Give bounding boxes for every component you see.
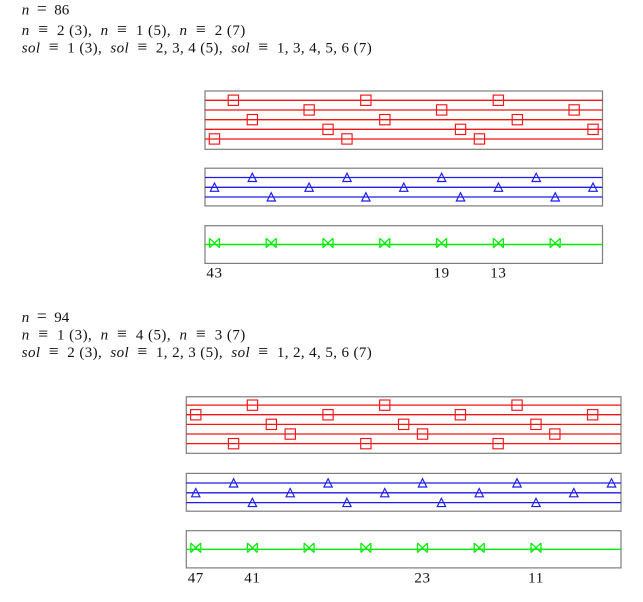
svg-text:11: 11 (528, 570, 544, 586)
svg-text:sol ≡ 1 (3), sol ≡ 2, 3,: sol ≡ 1 (3), sol ≡ 2, 3, 4 (5), sol ≡ 1,… (22, 36, 372, 56)
svg-text:n = 86: n = 86 (22, 0, 70, 19)
svg-text:43: 43 (206, 266, 222, 282)
svg-text:41: 41 (244, 570, 260, 586)
svg-text:47: 47 (188, 570, 204, 586)
svg-text:n = 94: n = 94 (22, 306, 70, 326)
svg-text:n ≡ 1 (3), n ≡ 4 (5), n: n ≡ 1 (3), n ≡ 4 (5), n ≡ 3 (7) (22, 323, 246, 343)
svg-text:sol ≡ 2 (3), sol ≡ 1, 2,: sol ≡ 2 (3), sol ≡ 1, 2, 3 (5), sol ≡ 1,… (22, 341, 372, 361)
svg-text:23: 23 (414, 570, 430, 586)
svg-text:19: 19 (433, 266, 449, 282)
svg-text:13: 13 (490, 266, 506, 282)
svg-text:n ≡ 2 (3), n ≡ 1 (5), n: n ≡ 2 (3), n ≡ 1 (5), n ≡ 2 (7) (22, 19, 246, 39)
